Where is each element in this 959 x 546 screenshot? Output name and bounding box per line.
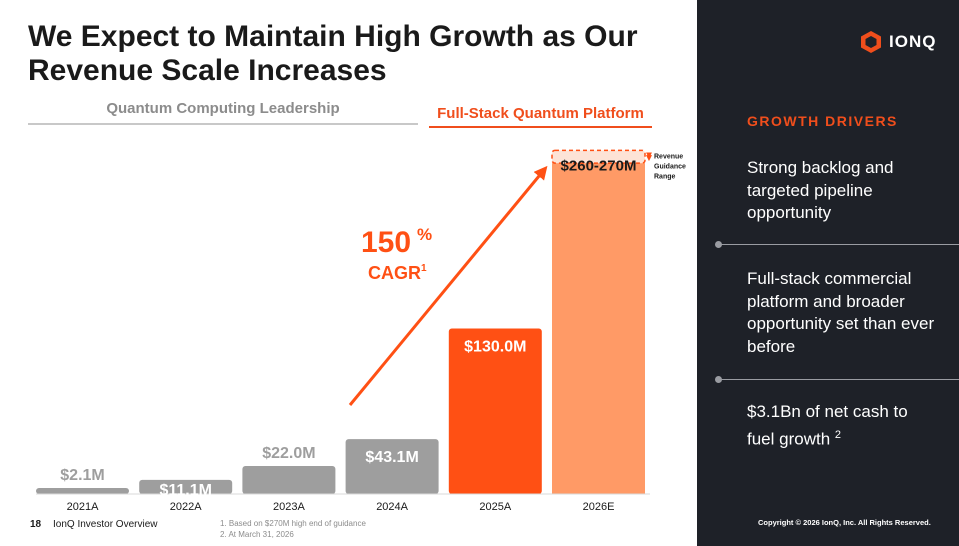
bar-2026E <box>552 163 645 494</box>
footer-label: IonQ Investor Overview <box>53 519 158 530</box>
copyright: Copyright © 2026 IonQ, Inc. All Rights R… <box>758 518 931 527</box>
slide-content: We Expect to Maintain High Growth as Our… <box>28 20 687 540</box>
category-label: 2025A <box>479 501 511 513</box>
driver-footnote-marker: 2 <box>834 428 842 441</box>
cagr-footnote-marker: 1 <box>421 263 427 274</box>
footnote-1: 1. Based on $270M high end of guidance <box>220 519 366 528</box>
cagr-value: 150 <box>361 226 411 259</box>
divider-dot <box>715 241 722 248</box>
footnotes: 1. Based on $270M high end of guidance 2… <box>220 518 366 540</box>
bar-2022A <box>139 479 233 494</box>
driver-item: $3.1Bn of net cash to fuel growth 2 <box>747 401 937 451</box>
bar-value-label: $260-270M <box>561 157 637 174</box>
category-label: 2021A <box>67 501 99 513</box>
bar-value-label: $22.0M <box>262 445 315 462</box>
revenue-bar-chart: $2.1M 2021A $11.1M 2022A $22.0M 2023A $43.1M 20… <box>36 149 686 513</box>
divider <box>715 241 959 248</box>
bar-2025A <box>448 328 542 494</box>
driver-text: $3.1Bn of net cash to fuel growth <box>747 402 908 449</box>
bar-value-label: $43.1M <box>365 449 418 466</box>
footnote-2: 2. At March 31, 2026 <box>220 530 294 539</box>
bar-2023A <box>242 466 336 494</box>
driver-item: Strong backlog and targeted pipeline opp… <box>747 158 894 222</box>
ionq-hexagon-icon <box>861 31 881 53</box>
slide-title: We Expect to Maintain High Growth as Our… <box>28 20 638 87</box>
cagr-label: CAGR <box>368 263 421 283</box>
cagr-percent-sign: % <box>417 225 432 244</box>
category-label: 2023A <box>273 501 305 513</box>
guidance-range-box <box>551 149 646 164</box>
ionq-logo: IONQ <box>860 30 936 54</box>
drivers-title: GROWTH DRIVERS <box>747 113 898 129</box>
range-annotation-line: Guidance <box>654 163 686 170</box>
bar-value-label: $2.1M <box>60 467 104 484</box>
driver-item: Full-stack commercial platform and broad… <box>747 269 935 356</box>
brand-name: IONQ <box>889 32 937 51</box>
section-label-left: Quantum Computing Leadership <box>28 100 418 125</box>
growth-arrow <box>348 165 548 406</box>
page-number: 18 <box>30 519 42 530</box>
section-label-right: Full-Stack Quantum Platform <box>429 105 652 128</box>
range-annotation-line: Range <box>654 173 676 180</box>
category-label: 2022A <box>170 501 202 513</box>
category-label: 2024A <box>376 501 408 513</box>
growth-drivers-panel: IONQ GROWTH DRIVERS Strong backlog and t… <box>697 0 959 546</box>
bar-2024A <box>345 439 439 494</box>
range-annotation-line: Revenue <box>654 153 683 160</box>
bar-value-label: $130.0M <box>464 339 526 356</box>
bar-2021A <box>36 488 129 494</box>
divider <box>715 376 959 383</box>
category-label: 2026E <box>583 501 615 513</box>
divider-dot <box>715 376 722 383</box>
bar-value-label: $11.1M <box>159 482 211 499</box>
